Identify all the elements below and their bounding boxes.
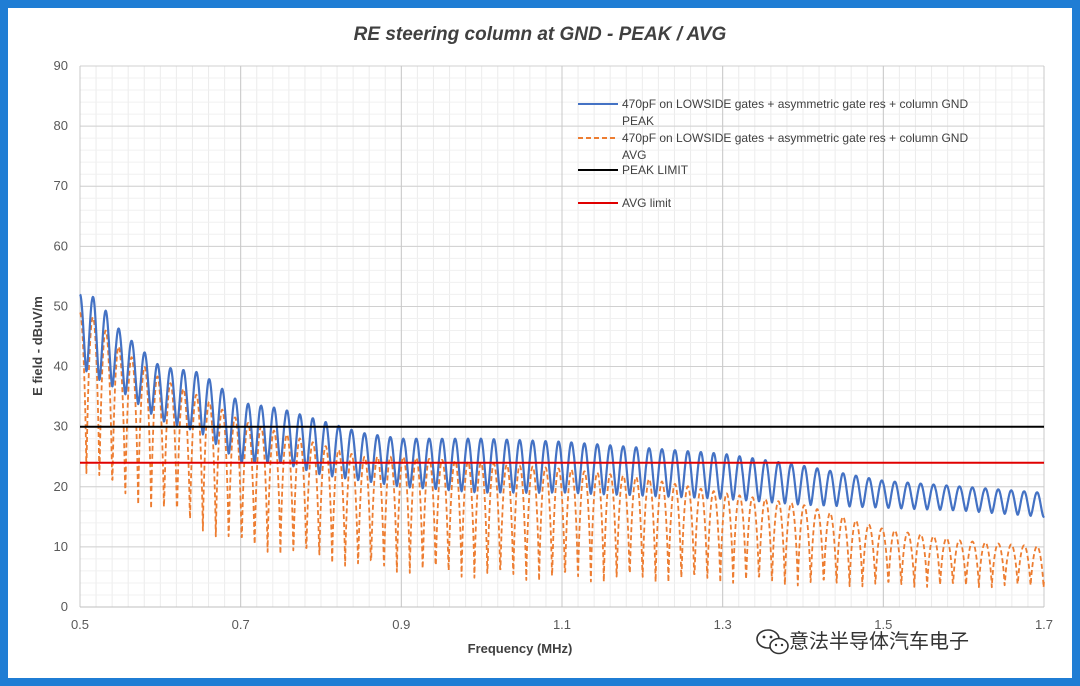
- line-chart: RE steering column at GND - PEAK / AVG 0…: [8, 8, 1072, 678]
- y-tick-label: 10: [54, 539, 68, 554]
- legend-label: PEAK: [622, 114, 654, 128]
- x-tick-label: 1.7: [1035, 617, 1053, 632]
- y-tick-label: 90: [54, 58, 68, 73]
- x-tick-label: 0.7: [232, 617, 250, 632]
- x-axis-label: Frequency (MHz): [468, 641, 573, 656]
- x-tick-label: 1.3: [714, 617, 732, 632]
- y-tick-label: 0: [61, 599, 68, 614]
- watermark-text: 意法半导体汽车电子: [789, 629, 969, 653]
- y-tick-label: 20: [54, 479, 68, 494]
- wechat-icon: [757, 630, 788, 654]
- legend-label: AVG: [622, 148, 646, 162]
- y-axis-ticks: 0 10 20 30 40 50 60 70 80 90: [54, 58, 68, 614]
- x-tick-label: 0.9: [392, 617, 410, 632]
- x-tick-label: 1.1: [553, 617, 571, 632]
- y-tick-label: 70: [54, 178, 68, 193]
- x-tick-label: 0.5: [71, 617, 89, 632]
- watermark: 意法半导体汽车电子: [757, 629, 969, 654]
- chart-title: RE steering column at GND - PEAK / AVG: [354, 24, 727, 45]
- y-tick-label: 50: [54, 298, 68, 313]
- legend-label: 470pF on LOWSIDE gates + asymmetric gate…: [622, 131, 968, 145]
- y-axis-label: E field - dBuV/m: [30, 296, 45, 396]
- legend-label: PEAK LIMIT: [622, 163, 689, 177]
- y-tick-label: 60: [54, 238, 68, 253]
- y-tick-label: 30: [54, 419, 68, 434]
- chart-frame: RE steering column at GND - PEAK / AVG 0…: [8, 8, 1072, 678]
- legend-label: 470pF on LOWSIDE gates + asymmetric gate…: [622, 97, 968, 111]
- y-tick-label: 80: [54, 118, 68, 133]
- legend-label: AVG limit: [622, 196, 672, 210]
- y-tick-label: 40: [54, 359, 68, 374]
